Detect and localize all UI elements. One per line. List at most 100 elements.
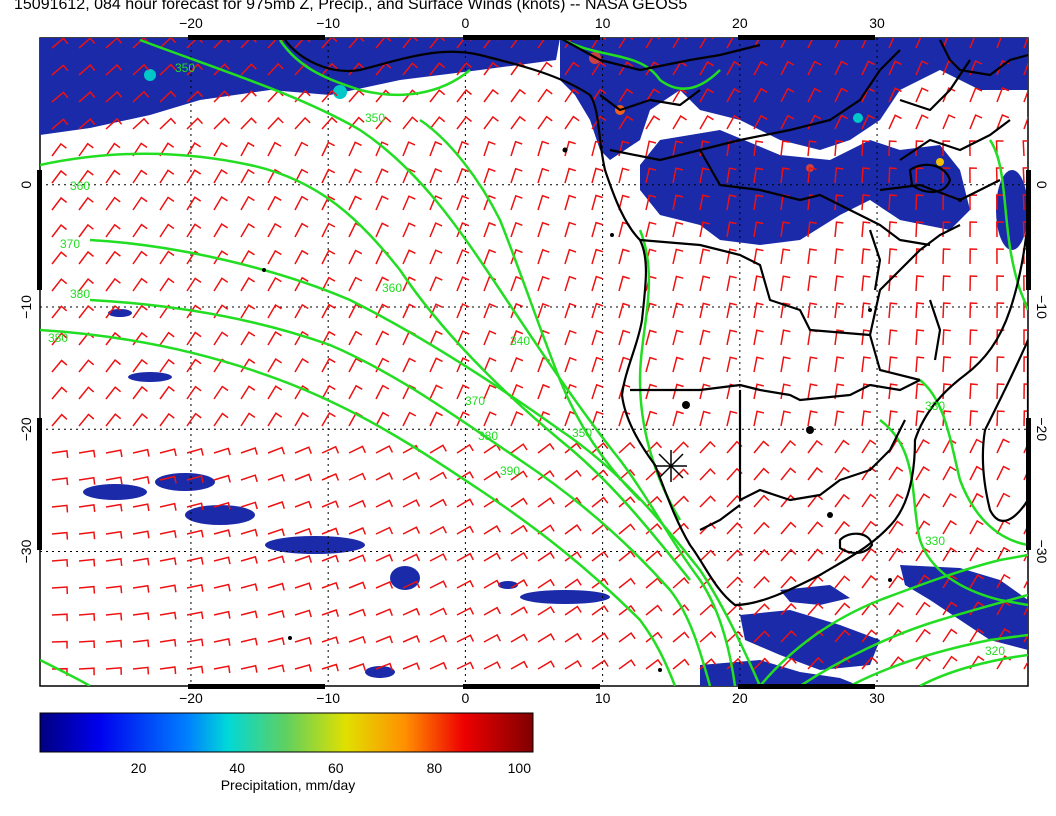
wind-barb xyxy=(159,142,175,157)
wind-barb xyxy=(294,384,309,400)
wind-barb xyxy=(780,548,797,562)
wind-barb xyxy=(564,469,582,481)
wind-barb xyxy=(807,356,818,373)
wind-barb xyxy=(861,140,870,157)
contour-label: 370 xyxy=(465,394,485,408)
wind-barb xyxy=(321,609,340,617)
wind-barb xyxy=(105,558,123,566)
wind-barb xyxy=(348,445,367,454)
wind-barb xyxy=(618,356,631,373)
wind-barb xyxy=(672,604,690,616)
wind-barb xyxy=(780,167,790,184)
wind-barb xyxy=(429,222,443,238)
wind-barb xyxy=(699,167,710,184)
latitude-labels-right: 0 −10 −20 −30 xyxy=(1034,181,1050,564)
wind-barb xyxy=(159,530,177,538)
wind-barb xyxy=(861,493,877,508)
wind-barb xyxy=(51,196,68,211)
wind-barb xyxy=(510,248,523,265)
wind-barb xyxy=(726,549,743,562)
wind-barb xyxy=(78,558,96,567)
colorbar-title: Precipitation, mm/day xyxy=(221,777,356,793)
wind-barb xyxy=(780,114,795,130)
wind-barb xyxy=(915,329,925,346)
map-frame xyxy=(39,37,1029,687)
wind-barb xyxy=(51,504,69,513)
wind-barb xyxy=(186,385,202,400)
wind-barb xyxy=(348,168,362,184)
wind-barb xyxy=(780,602,797,616)
wind-barb xyxy=(429,116,446,130)
wind-barb xyxy=(942,655,958,670)
wind-barb xyxy=(699,114,714,130)
wind-barb xyxy=(645,604,663,616)
wind-barb xyxy=(780,329,791,346)
wind-barb xyxy=(186,475,204,483)
wind-barb xyxy=(132,584,150,593)
wind-barb xyxy=(267,528,285,537)
wind-barb xyxy=(888,383,898,400)
wind-barb xyxy=(267,141,282,157)
border-angola-zambia xyxy=(639,238,921,382)
wind-barb xyxy=(375,445,394,454)
lon-tick-label: −20 xyxy=(179,15,203,31)
contour-labels: 350 350 360 370 380 380 370 380 390 360 … xyxy=(48,61,1005,658)
wind-barb xyxy=(834,140,844,157)
wind-barb xyxy=(915,438,930,454)
wind-barb xyxy=(348,472,367,481)
wind-barb xyxy=(240,304,256,319)
wind-barb xyxy=(753,275,764,292)
wind-barb xyxy=(78,640,96,649)
contour-label: 340 xyxy=(510,334,530,348)
precip-south-east xyxy=(900,565,1028,650)
contour-label: 330 xyxy=(925,534,945,548)
wind-barb xyxy=(294,141,309,157)
wind-barb xyxy=(915,410,925,427)
wind-barb xyxy=(429,357,443,373)
wind-barb xyxy=(267,222,282,238)
wind-barb xyxy=(591,605,609,616)
wind-barb xyxy=(888,356,898,373)
wind-barb xyxy=(888,140,897,157)
wind-barb xyxy=(996,87,1010,103)
wind-barb xyxy=(672,302,684,319)
wind-barb xyxy=(645,410,658,427)
wind-barb xyxy=(348,249,363,265)
wind-barb xyxy=(105,585,123,594)
wind-barb xyxy=(753,329,764,346)
wind-barb xyxy=(375,276,389,292)
wind-barb xyxy=(186,90,204,103)
wind-barb xyxy=(321,636,339,645)
wind-barb xyxy=(105,196,121,211)
wind-barb xyxy=(78,118,96,130)
wind-barb xyxy=(267,609,285,618)
wind-barb xyxy=(159,331,175,346)
colorbar-tick-label: 60 xyxy=(328,760,344,776)
wind-barb xyxy=(402,195,416,211)
wind-barb xyxy=(753,440,770,454)
lon-tick-label: 10 xyxy=(595,15,611,31)
wind-barb xyxy=(834,656,851,670)
island-dots xyxy=(262,147,962,672)
wind-barb xyxy=(267,637,285,646)
wind-barb xyxy=(996,221,1004,238)
wind-barb xyxy=(213,665,231,674)
wind-barb xyxy=(51,142,67,157)
wind-barb xyxy=(996,383,1005,400)
wind-barb xyxy=(780,440,797,454)
wind-barb xyxy=(645,329,657,346)
wind-barb xyxy=(105,304,121,319)
wind-barb xyxy=(267,582,285,591)
wind-barb xyxy=(321,89,338,103)
lon-tick-label: 30 xyxy=(869,15,885,31)
wind-barb xyxy=(78,142,94,157)
wind-barb xyxy=(429,553,448,562)
wind-barb xyxy=(78,449,96,458)
wind-barb xyxy=(456,443,474,454)
wind-barb xyxy=(267,555,285,564)
wind-barb xyxy=(240,250,255,265)
wind-barb xyxy=(807,410,818,427)
border-east-b xyxy=(879,179,1001,202)
lat-tick-label: −30 xyxy=(18,539,34,563)
wind-barb xyxy=(402,276,416,292)
